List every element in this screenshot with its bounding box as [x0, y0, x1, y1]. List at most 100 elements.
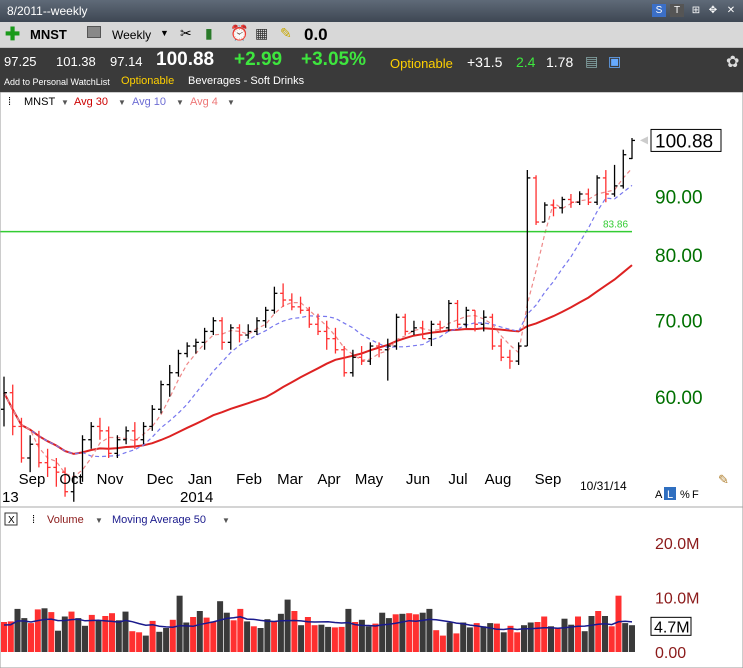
close-icon[interactable]: ✕ [726, 5, 736, 16]
low-price: 97.14 [110, 54, 143, 69]
volume-bar [88, 614, 95, 652]
volume-bar [217, 601, 224, 652]
volume-ma-chevron-icon[interactable]: ▼ [222, 516, 230, 525]
palette-icon[interactable]: ✿ [726, 54, 740, 71]
edit-pencil-icon[interactable]: ✎ [718, 472, 729, 487]
volume-bar [379, 612, 386, 652]
legend-avg30-chevron-icon[interactable]: ▼ [118, 98, 126, 107]
volume-last-label: 4.7M [654, 619, 690, 636]
volume-close-icon[interactable]: X [8, 515, 15, 526]
legend-avg30[interactable]: Avg 30 [74, 96, 108, 108]
price-bar [437, 320, 444, 332]
price-bar [114, 435, 121, 458]
volume-bar [466, 627, 473, 652]
volume-bar [615, 595, 622, 652]
scale-button-l-bg[interactable] [664, 487, 676, 500]
scale-icon[interactable]: S [652, 4, 666, 17]
indicators-icon[interactable]: ▮ [205, 25, 213, 41]
x-axis-year-label: 13 [2, 489, 19, 506]
add-symbol-icon[interactable]: ✚ [5, 24, 21, 44]
toolbar: ✚ MNST Weekly ▼ ✂ ▮ ⏰ ▦ ✎ 0.0 [0, 22, 743, 48]
legend-symbol-chevron-icon[interactable]: ▼ [61, 98, 69, 107]
legend-avg4-chevron-icon[interactable]: ▼ [227, 98, 235, 107]
interval-select[interactable]: Weekly [112, 28, 152, 42]
date-label: 10/31/14 [580, 479, 627, 493]
volume-bar [487, 623, 494, 652]
price-axis-tick: 60.00 [655, 388, 703, 409]
volume-bar [325, 626, 332, 652]
price-bar [567, 194, 574, 208]
alarm-icon[interactable]: ⏰ [230, 25, 249, 42]
note-icon[interactable]: ✎ [280, 25, 292, 41]
refresh-icon[interactable] [87, 26, 101, 38]
price-bar [280, 283, 287, 307]
legend-symbol[interactable]: MNST [24, 96, 55, 108]
volume-bar [622, 623, 629, 652]
volume-bar [541, 616, 548, 652]
price-bar [131, 422, 138, 449]
volume-legend: X ⁞ Volume ▼ Moving Average 50 ▼ [4, 512, 230, 526]
add-to-watchlist-link[interactable]: Add to Personal WatchList [4, 77, 110, 87]
legend-avg10-chevron-icon[interactable]: ▼ [176, 98, 184, 107]
scale-button-pct[interactable]: % [680, 489, 690, 501]
price-bar [358, 346, 365, 365]
draw-tools-icon[interactable]: ✂ [180, 25, 192, 41]
volume-bar [264, 619, 271, 652]
volume-bar [28, 623, 34, 652]
price-bar [175, 349, 182, 377]
price-bar [262, 306, 269, 328]
legend-avg4[interactable]: Avg 4 [190, 96, 218, 108]
x-axis-month-label: Mar [277, 471, 303, 488]
volume-bar [548, 626, 554, 652]
volume-last-box [650, 616, 692, 636]
symbol-label[interactable]: MNST [30, 27, 67, 42]
industry-label: Beverages - Soft Drinks [188, 75, 305, 87]
price-bar [550, 199, 557, 217]
volume-bar [399, 613, 406, 652]
volume-bar [352, 622, 359, 652]
volume-close-box[interactable] [4, 512, 18, 526]
volume-bar [419, 612, 426, 652]
save-icon[interactable]: ▣ [608, 53, 622, 69]
volume-bar [68, 611, 75, 652]
x-axis-month-label: Feb [236, 471, 262, 488]
interval-dropdown-chevron-icon[interactable]: ▼ [160, 28, 169, 38]
price-bar [166, 364, 173, 397]
calculator-icon[interactable]: ▦ [255, 25, 269, 41]
x-axis-month-label: Jun [406, 471, 430, 488]
volume-bar [190, 617, 197, 652]
volume-legend-label[interactable]: Volume [47, 514, 84, 526]
price-bar [140, 422, 147, 445]
volume-bar [1, 622, 7, 652]
volume-chevron-icon[interactable]: ▼ [95, 516, 103, 525]
list-icon[interactable]: ▤ [585, 53, 599, 69]
volume-bar [426, 608, 433, 652]
price-legend: ⁞ MNST ▼ Avg 30 ▼ Avg 10 ▼ Avg 4 ▼ [8, 96, 235, 108]
volume-bar [250, 626, 257, 652]
scale-button-a[interactable]: A [655, 489, 663, 501]
legend-grip-icon[interactable]: ⁞ [8, 96, 11, 108]
x-axis-month-label: Dec [147, 471, 174, 488]
volume-grip-icon[interactable]: ⁞ [32, 514, 35, 526]
volume-bar [365, 626, 372, 652]
price-bar [192, 338, 199, 354]
price-change-percent: +3.05% [301, 49, 366, 70]
scale-button-f[interactable]: F [692, 489, 699, 501]
price-bar [315, 313, 321, 336]
volume-bar [575, 616, 581, 652]
scale-buttons: A L % F [655, 487, 699, 501]
price-bar [123, 426, 130, 445]
price-bar [236, 324, 243, 343]
text-icon[interactable]: T [670, 4, 684, 17]
legend-avg10[interactable]: Avg 10 [132, 96, 166, 108]
price-bar [53, 458, 60, 487]
x-axis-month-label: Aug [485, 471, 512, 488]
volume-bar [149, 620, 156, 652]
volume-ma-label[interactable]: Moving Average 50 [112, 514, 206, 526]
optionable-label: Optionable [390, 56, 453, 71]
scale-button-l[interactable]: L [667, 489, 673, 501]
menu-icon[interactable]: ⊞ [691, 5, 701, 16]
volume-bar [237, 608, 244, 652]
price-bar [419, 320, 426, 340]
move-icon[interactable]: ✥ [708, 5, 718, 16]
